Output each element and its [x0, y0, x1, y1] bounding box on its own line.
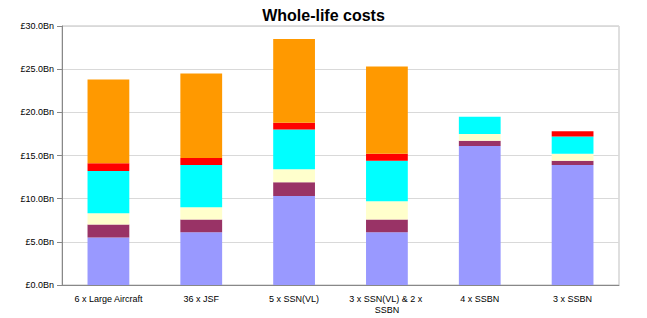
svg-text:£30.0Bn: £30.0Bn — [20, 21, 54, 31]
svg-text:£0.0Bn: £0.0Bn — [25, 280, 54, 290]
svg-text:4 x SSBN: 4 x SSBN — [460, 294, 499, 304]
svg-text:£10.0Bn: £10.0Bn — [20, 194, 54, 204]
svg-text:3 x SSN(VL) & 2 x: 3 x SSN(VL) & 2 x — [349, 294, 425, 304]
svg-text:£25.0Bn: £25.0Bn — [20, 64, 54, 74]
svg-text:36 x JSF: 36 x JSF — [183, 294, 219, 304]
svg-text:Whole-life costs: Whole-life costs — [262, 7, 385, 24]
svg-text:5 x SSN(VL): 5 x SSN(VL) — [269, 294, 319, 304]
svg-text:6 x Large Aircraft: 6 x Large Aircraft — [74, 294, 143, 304]
svg-text:SSBN: SSBN — [375, 305, 400, 315]
svg-text:£15.0Bn: £15.0Bn — [20, 151, 54, 161]
svg-text:3 x SSBN: 3 x SSBN — [553, 294, 592, 304]
svg-text:£5.0Bn: £5.0Bn — [25, 237, 54, 247]
svg-text:£20.0Bn: £20.0Bn — [20, 107, 54, 117]
